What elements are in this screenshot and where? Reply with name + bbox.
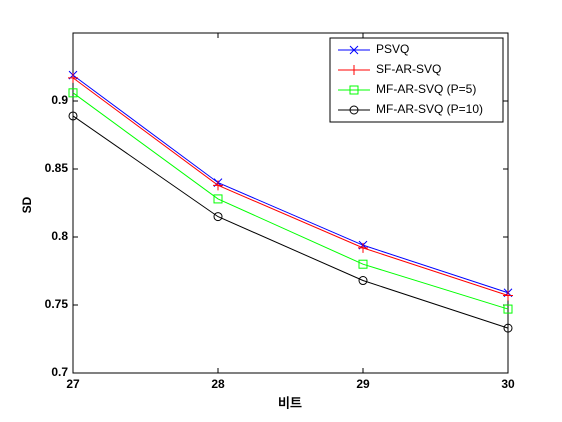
marker xyxy=(358,276,368,286)
series-line xyxy=(72,74,509,294)
legend-marker xyxy=(349,45,359,55)
marker xyxy=(68,72,78,83)
x-axis-label: 비트 xyxy=(278,395,302,410)
x-tick-label: 29 xyxy=(356,377,370,391)
y-axis-label: SD xyxy=(20,196,34,213)
marker xyxy=(68,111,78,121)
series-line xyxy=(72,115,509,329)
legend-label: PSVQ xyxy=(376,42,409,56)
series-line xyxy=(72,77,509,296)
x-tick-label: 30 xyxy=(501,377,515,391)
x-tick-label: 27 xyxy=(66,377,80,391)
legend-label: MF-AR-SVQ (P=10) xyxy=(376,102,483,116)
marker xyxy=(358,242,368,253)
marker xyxy=(213,194,223,204)
y-tick-label: 0.85 xyxy=(45,161,69,175)
x-tick-label: 28 xyxy=(211,377,225,391)
y-tick-label: 0.7 xyxy=(51,365,68,379)
legend-box xyxy=(329,37,504,123)
marker xyxy=(213,212,223,222)
y-tick-label: 0.8 xyxy=(51,229,68,243)
marker xyxy=(503,323,513,333)
legend-marker xyxy=(349,65,359,75)
marker xyxy=(503,290,513,301)
legend-label: MF-AR-SVQ (P=5) xyxy=(376,82,476,96)
y-tick-label: 0.9 xyxy=(51,93,68,107)
marker xyxy=(213,180,223,191)
marker xyxy=(503,304,513,314)
series-line xyxy=(72,92,509,310)
y-tick-label: 0.75 xyxy=(45,297,69,311)
marker xyxy=(358,259,368,269)
legend-marker xyxy=(349,85,359,95)
legend-label: SF-AR-SVQ xyxy=(376,62,441,76)
legend-marker xyxy=(349,105,359,115)
marker xyxy=(68,88,78,98)
